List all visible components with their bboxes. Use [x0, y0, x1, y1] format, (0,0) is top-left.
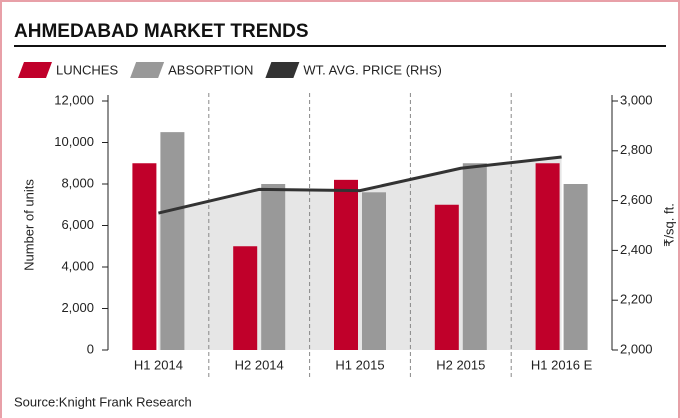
y-tick-label: 8,000 [61, 175, 94, 190]
y2-tick-label: 2,600 [620, 192, 653, 207]
bar [261, 184, 286, 350]
y2-axis-label: ₹/sq. ft. [661, 203, 676, 247]
bar [132, 163, 157, 350]
x-tick-label: H2 2015 [436, 357, 485, 372]
y-tick-label: 4,000 [61, 258, 94, 273]
y2-tick-label: 2,200 [620, 292, 653, 307]
y-tick-label: 0 [87, 341, 94, 356]
price-area [158, 157, 562, 350]
price-line [158, 155, 562, 215]
y-tick-label: 2,000 [61, 300, 94, 315]
legend-swatch [265, 62, 300, 78]
bar [362, 192, 386, 350]
bar [462, 163, 487, 350]
legend-swatch [18, 62, 52, 78]
x-tick-label: H1 2014 [134, 357, 183, 372]
x-tick-label: H1 2016 E [531, 357, 593, 372]
legend-label: WT. AVG. PRICE (RHS) [303, 62, 441, 77]
legend-label: ABSORPTION [168, 62, 253, 77]
bar [233, 246, 258, 350]
bar [563, 184, 588, 350]
x-tick-label: H1 2015 [335, 357, 384, 372]
y2-tick-label: 2,800 [620, 142, 653, 157]
y2-tick-label: 2,000 [620, 341, 653, 356]
source: Source:Knight Frank Research [14, 394, 192, 409]
y-tick-label: 6,000 [61, 217, 94, 232]
legend-label: LUNCHES [56, 62, 118, 77]
y-axis-label: Number of units [21, 179, 36, 271]
legend-swatch [130, 62, 165, 78]
y2-tick-label: 3,000 [620, 92, 653, 107]
bar [160, 132, 185, 350]
bar [334, 179, 358, 350]
y-tick-label: 12,000 [54, 92, 94, 107]
y2-tick-label: 2,400 [620, 242, 653, 257]
bar [434, 204, 459, 350]
x-tick-label: H2 2014 [235, 357, 284, 372]
bar [535, 163, 560, 350]
chart-title: AHMEDABAD MARKET TRENDS [14, 21, 309, 42]
y-tick-label: 10,000 [54, 134, 94, 149]
